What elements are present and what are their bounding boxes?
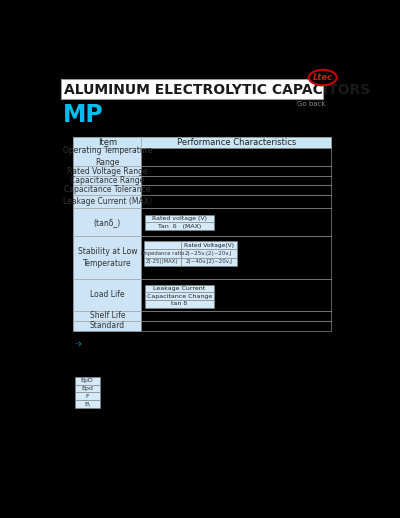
Text: Leakage Current (MAX): Leakage Current (MAX) (63, 197, 152, 206)
FancyBboxPatch shape (73, 311, 142, 321)
FancyBboxPatch shape (142, 195, 331, 208)
FancyBboxPatch shape (142, 321, 331, 331)
Text: Rated Voltage Range: Rated Voltage Range (67, 167, 148, 176)
Text: Shelf Life: Shelf Life (90, 311, 125, 320)
FancyBboxPatch shape (144, 249, 181, 258)
Text: 2)~40v.J2)~20v.J: 2)~40v.J2)~20v.J (185, 260, 232, 265)
FancyBboxPatch shape (145, 300, 214, 308)
Text: ·›: ·› (75, 339, 83, 349)
Text: Leakage Current: Leakage Current (153, 286, 206, 291)
FancyBboxPatch shape (145, 214, 214, 222)
Text: Go back: Go back (297, 100, 325, 107)
FancyBboxPatch shape (73, 279, 142, 311)
FancyBboxPatch shape (73, 208, 142, 236)
FancyBboxPatch shape (145, 285, 214, 292)
Text: 2)~25v.(2)~20v.J: 2)~25v.(2)~20v.J (185, 251, 233, 256)
Text: Impedance ratio: Impedance ratio (141, 251, 184, 256)
FancyBboxPatch shape (75, 377, 100, 385)
FancyBboxPatch shape (144, 258, 181, 266)
Text: Rated Voltage(V): Rated Voltage(V) (184, 242, 234, 248)
FancyBboxPatch shape (145, 222, 214, 230)
Ellipse shape (309, 70, 337, 85)
FancyBboxPatch shape (181, 258, 237, 266)
Text: Capacitance Change: Capacitance Change (147, 294, 212, 299)
FancyBboxPatch shape (61, 79, 323, 99)
Text: Rated voltage (V): Rated voltage (V) (152, 216, 207, 221)
FancyBboxPatch shape (73, 166, 142, 176)
FancyBboxPatch shape (73, 185, 142, 195)
Text: Capacitance Tolerance: Capacitance Tolerance (64, 185, 150, 194)
FancyBboxPatch shape (142, 185, 331, 195)
Text: Item: Item (98, 138, 117, 147)
FancyBboxPatch shape (73, 321, 142, 331)
Text: Capacitance Range: Capacitance Range (70, 176, 144, 185)
Text: tan δ: tan δ (171, 301, 188, 307)
Text: EpD: EpD (81, 379, 94, 383)
FancyBboxPatch shape (142, 311, 331, 321)
FancyBboxPatch shape (73, 137, 142, 148)
FancyBboxPatch shape (142, 208, 331, 236)
Text: Tan  δ   (MAX): Tan δ (MAX) (158, 224, 201, 228)
Text: Standard: Standard (90, 321, 125, 330)
Text: (tanδ_): (tanδ_) (94, 218, 121, 227)
FancyBboxPatch shape (142, 176, 331, 185)
FancyBboxPatch shape (73, 148, 142, 166)
FancyBboxPatch shape (181, 241, 237, 249)
Text: ALUMINUM ELECTROLYTIC CAPACITORS: ALUMINUM ELECTROLYTIC CAPACITORS (64, 83, 370, 97)
Text: Performance Characteristics: Performance Characteristics (177, 138, 296, 147)
FancyBboxPatch shape (73, 176, 142, 185)
Text: E\: E\ (84, 401, 90, 407)
FancyBboxPatch shape (144, 241, 181, 249)
FancyBboxPatch shape (142, 166, 331, 176)
FancyBboxPatch shape (75, 393, 100, 400)
Text: Ltec: Ltec (313, 73, 333, 82)
Text: Z(-25)(MAX): Z(-25)(MAX) (146, 260, 179, 265)
Text: F: F (85, 394, 89, 399)
FancyBboxPatch shape (142, 137, 331, 148)
Text: Load Life: Load Life (90, 290, 125, 299)
FancyBboxPatch shape (75, 385, 100, 393)
Text: Operating Temperature
Range: Operating Temperature Range (62, 147, 152, 167)
FancyBboxPatch shape (142, 279, 331, 311)
FancyBboxPatch shape (73, 236, 142, 279)
Text: Epd: Epd (81, 386, 93, 391)
Text: Stability at Low
Temperature: Stability at Low Temperature (78, 247, 137, 268)
Text: MP: MP (62, 103, 103, 126)
FancyBboxPatch shape (181, 249, 237, 258)
FancyBboxPatch shape (145, 292, 214, 300)
FancyBboxPatch shape (142, 236, 331, 279)
FancyBboxPatch shape (142, 148, 331, 166)
FancyBboxPatch shape (73, 195, 142, 208)
FancyBboxPatch shape (75, 400, 100, 408)
